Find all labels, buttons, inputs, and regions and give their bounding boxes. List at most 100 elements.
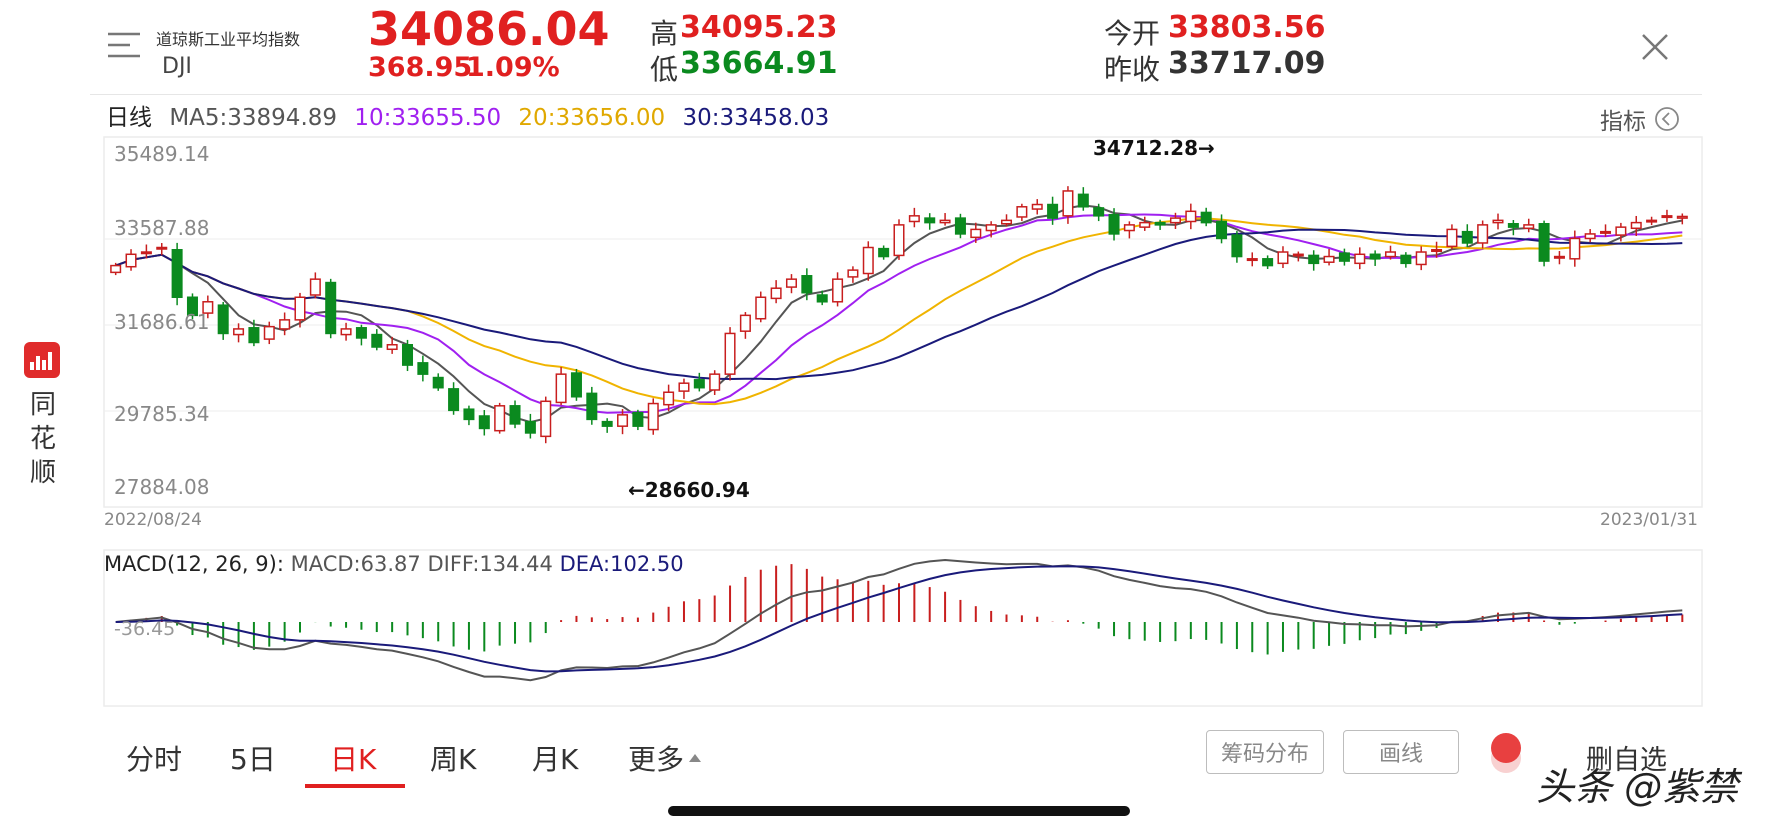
candle-up [1600,230,1612,234]
candle [908,207,920,228]
candle-up [1646,219,1658,223]
candle [1308,250,1320,271]
macd-axis-label: -36.45 [114,618,175,640]
candle-down [693,379,705,389]
macd-value: MACD:63.87 [290,552,421,576]
candle-down [217,304,229,335]
candle [1630,215,1642,237]
remove-watchlist-icon[interactable] [1488,732,1524,776]
brand-char-2: 花 [29,424,56,454]
tonghuashun-logo[interactable] [24,342,60,378]
candle-up [755,296,767,320]
candle [1569,230,1581,267]
kline-frame [103,136,1703,508]
candle [1446,224,1458,250]
candle-down [401,343,414,366]
remove-watchlist-label[interactable]: 删自选 [1586,745,1667,776]
candle-up [1384,251,1397,258]
candle-up [1415,251,1427,266]
candle [693,372,705,392]
candle [432,373,444,391]
candle-up [125,253,137,268]
candle [1492,213,1504,230]
min-annotation: ←28660.94 [628,478,750,502]
tab-daily-k[interactable]: 日K [330,743,377,776]
macd-name: MACD(12, 26, 9): [104,552,284,576]
candle-up [294,296,306,321]
diff-value: DIFF:134.44 [427,552,553,576]
candle-down [432,376,444,389]
candle [217,301,229,340]
menu-icon[interactable] [106,30,142,60]
candle-down [1461,230,1473,244]
candle [755,291,767,323]
prev-close-label: 昨收 [1104,53,1161,86]
candle-up [939,219,951,224]
candle [1231,231,1243,263]
candle-down [878,247,890,258]
candle-down [816,294,828,303]
close-icon[interactable] [1640,32,1670,62]
candle [878,245,890,260]
candle [263,321,275,345]
candle-down [171,249,183,299]
candle-up [785,278,797,288]
candle [816,290,828,306]
candle-up [1292,253,1304,257]
tab-5day[interactable]: 5日 [230,743,276,776]
candle-up [156,246,168,250]
candle-down [417,362,429,375]
candle [186,293,198,320]
candle [1584,229,1596,243]
candle [924,213,936,230]
tab-monthly-k[interactable]: 月K [532,743,579,776]
candle [463,405,475,426]
candle [1461,224,1473,248]
max-annotation: 34712.28→ [1093,136,1215,160]
candle [739,312,751,339]
candle-down [570,372,582,398]
candle [785,274,797,294]
candle-down [1262,258,1274,267]
candle [724,327,736,381]
candle [294,292,306,328]
candle-down [1047,203,1059,219]
candle-up [540,400,552,438]
candle-down [1538,223,1550,262]
candle-up [1661,215,1673,219]
tab-more[interactable]: 更多 [628,738,702,778]
candle-down [1077,193,1089,208]
candle-down [325,281,337,335]
candle [110,262,122,276]
candle-down [1093,207,1105,217]
tab-intraday[interactable]: 分时 [126,743,183,776]
candle [1062,186,1074,224]
watermark: 头条 @紫禁 [1536,765,1739,809]
candle [970,222,982,243]
candle [801,268,813,301]
candle [601,418,613,433]
diff-line [115,558,1683,682]
candle-up [494,405,506,432]
chip-distribution-button[interactable]: 筹码分布 [1206,730,1324,774]
candle-down [801,275,813,294]
candle [1246,252,1258,267]
candle [171,242,183,306]
candle-down [924,217,936,224]
candle [1277,246,1289,269]
candle [770,280,782,304]
candle [1185,203,1197,230]
candle-up [893,224,905,257]
ma5-value: MA5:33894.89 [169,105,338,131]
candle-up [1477,224,1489,244]
caret-up-icon [689,754,702,762]
draw-line-button[interactable]: 画线 [1343,730,1459,774]
tab-weekly-k[interactable]: 周K [430,743,477,776]
candle [156,243,168,256]
candle-up [1569,237,1581,260]
candle [1369,250,1381,266]
candle-up [1446,228,1458,248]
candle [1553,251,1565,265]
indicator-button[interactable]: 指标 [1600,102,1680,136]
